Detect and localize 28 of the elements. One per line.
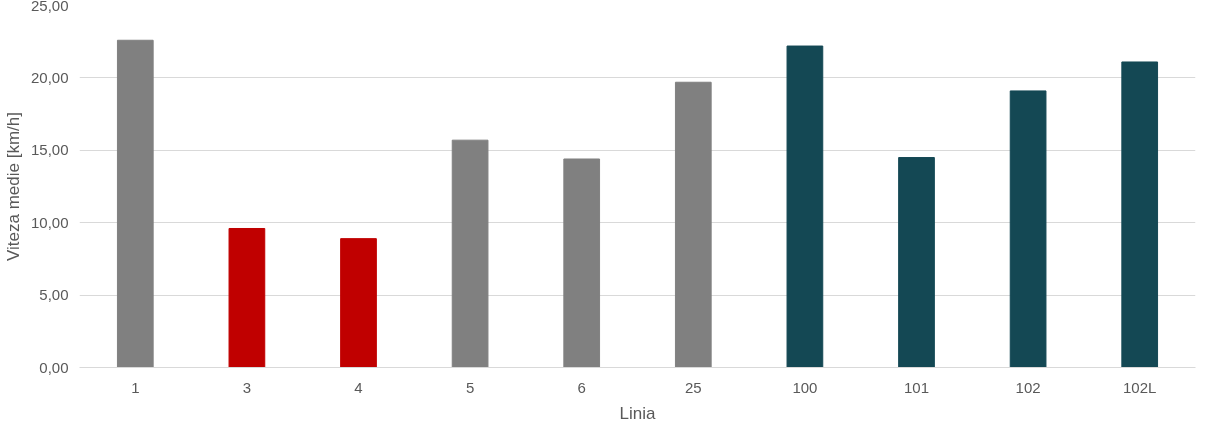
x-tick-label: 102: [1015, 378, 1041, 396]
bar: [786, 45, 824, 368]
x-tick-label: 6: [577, 378, 586, 396]
bar: [451, 139, 489, 368]
y-tick-label: 15,00: [30, 141, 69, 159]
bar: [563, 158, 601, 368]
y-tick-label: 25,00: [30, 0, 69, 14]
x-tick-label: 3: [242, 378, 252, 396]
x-tick-label: 100: [792, 378, 818, 396]
bar: [340, 238, 377, 368]
x-axis-title: Linia: [619, 403, 656, 423]
x-tick-label: 5: [465, 378, 475, 396]
x-tick-label: 25: [684, 378, 702, 396]
x-tick-label: 101: [903, 378, 930, 396]
y-axis-title: Viteza medie [km/h]: [3, 112, 23, 261]
y-tick-label: 10,00: [30, 213, 69, 231]
bar: [674, 81, 712, 368]
bar: [1121, 61, 1159, 368]
y-tick-label: 5,00: [39, 286, 69, 304]
y-tick-label: 0,00: [39, 358, 69, 376]
bar: [898, 157, 935, 368]
bar: [1009, 90, 1047, 368]
x-tick-label: 4: [354, 378, 363, 396]
x-tick-label: 1: [131, 378, 140, 396]
bar: [116, 39, 154, 368]
x-tick-label: 102L: [1123, 378, 1157, 396]
y-tick-label: 20,00: [30, 68, 69, 86]
bar: [228, 227, 266, 368]
